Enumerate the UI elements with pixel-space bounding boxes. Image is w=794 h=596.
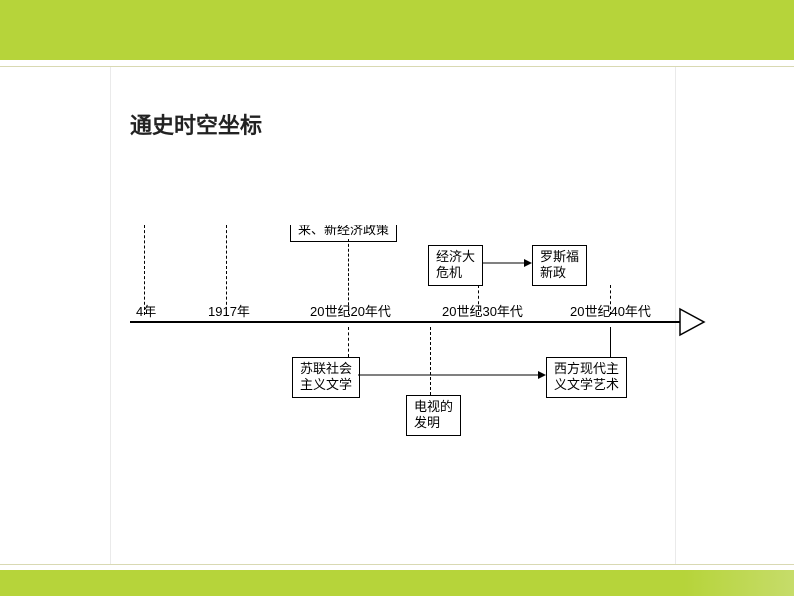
node-label-l1: 电视的 (414, 399, 453, 414)
arrow-icon (482, 257, 532, 269)
timeline-diagram: 4年 1917年 20世纪20年代 20世纪30年代 20世纪40年代 来、新经… (130, 225, 690, 445)
node-label-l2: 新政 (540, 265, 566, 280)
node-label-l1: 罗斯福 (540, 249, 579, 264)
connector-line (478, 285, 479, 315)
top-band-line (0, 66, 794, 67)
connector-line (610, 327, 611, 357)
arrow-icon (358, 369, 546, 381)
page-title: 通史时空坐标 (130, 108, 262, 140)
node-label-l2: 危机 (436, 265, 462, 280)
tick-label: 20世纪30年代 (442, 301, 523, 320)
connector-line (348, 327, 349, 357)
connector-line (348, 239, 349, 315)
connector-line (144, 225, 145, 315)
node-label-l1: 经济大 (436, 249, 475, 264)
top-band (0, 0, 794, 66)
node-label-l2: 发明 (414, 415, 440, 430)
bottom-band-gap (0, 564, 794, 570)
node-label-l1: 西方现代主 (554, 361, 619, 376)
node-label-l2: 主义文学 (300, 377, 352, 392)
timeline-node-modernism: 西方现代主 义文学艺术 (546, 357, 627, 398)
connector-line (610, 285, 611, 315)
node-label-l2: 义文学艺术 (554, 377, 619, 392)
tick-label: 1917年 (208, 301, 250, 320)
node-label-l1: 苏联社会 (300, 361, 352, 376)
tick-label: 4年 (136, 301, 156, 320)
axis-arrowhead-icon (678, 307, 708, 337)
node-label: 来、新经济政策 (298, 222, 389, 237)
bottom-band-corner (684, 570, 794, 596)
timeline-node-crisis: 经济大 危机 (428, 245, 483, 286)
axis-line (130, 321, 684, 323)
slide-page: 通史时空坐标 4年 1917年 20世纪20年代 20世纪30年代 20世纪40… (0, 0, 794, 596)
connector-line (226, 225, 227, 315)
timeline-node-tv: 电视的 发明 (406, 395, 461, 436)
connector-line (430, 327, 431, 395)
bottom-band (0, 570, 794, 596)
tick-label: 20世纪20年代 (310, 301, 391, 320)
timeline-node-new-deal: 罗斯福 新政 (532, 245, 587, 286)
timeline-node-soviet-lit: 苏联社会 主义文学 (292, 357, 360, 398)
